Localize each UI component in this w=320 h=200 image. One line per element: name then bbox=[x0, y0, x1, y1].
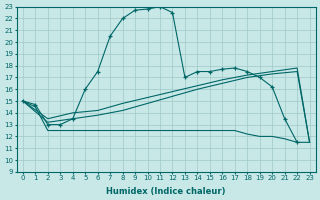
X-axis label: Humidex (Indice chaleur): Humidex (Indice chaleur) bbox=[107, 187, 226, 196]
